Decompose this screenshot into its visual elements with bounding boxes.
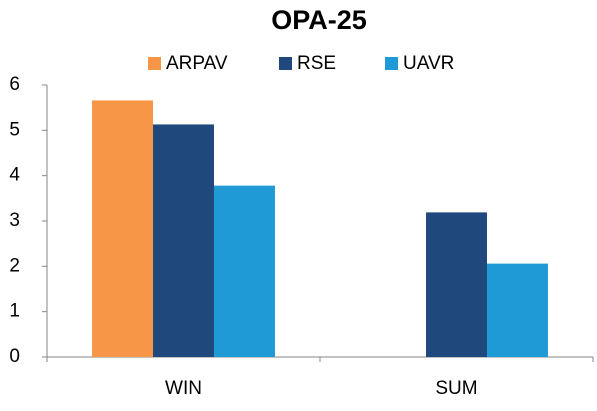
x-tick-label: WIN (165, 378, 202, 399)
chart-title: OPA-25 (271, 5, 367, 35)
y-tick-label: 2 (9, 255, 20, 276)
legend-label: ARPAV (166, 53, 228, 74)
y-tick-label: 0 (9, 346, 20, 367)
y-tick-label: 4 (9, 165, 20, 186)
legend-swatch (279, 57, 292, 70)
y-tick-label: 3 (9, 210, 20, 231)
legend-swatch (148, 57, 161, 70)
legend-swatch (385, 57, 398, 70)
legend-label: UAVR (403, 53, 454, 74)
y-tick-label: 1 (9, 301, 20, 322)
bar (153, 124, 214, 357)
bar (92, 100, 154, 357)
bar (426, 212, 487, 357)
x-tick-label: SUM (435, 378, 477, 399)
bar (213, 185, 275, 357)
legend-label: RSE (297, 53, 336, 74)
y-tick-label: 5 (9, 119, 20, 140)
y-tick-label: 6 (9, 74, 20, 95)
bar (486, 263, 548, 357)
